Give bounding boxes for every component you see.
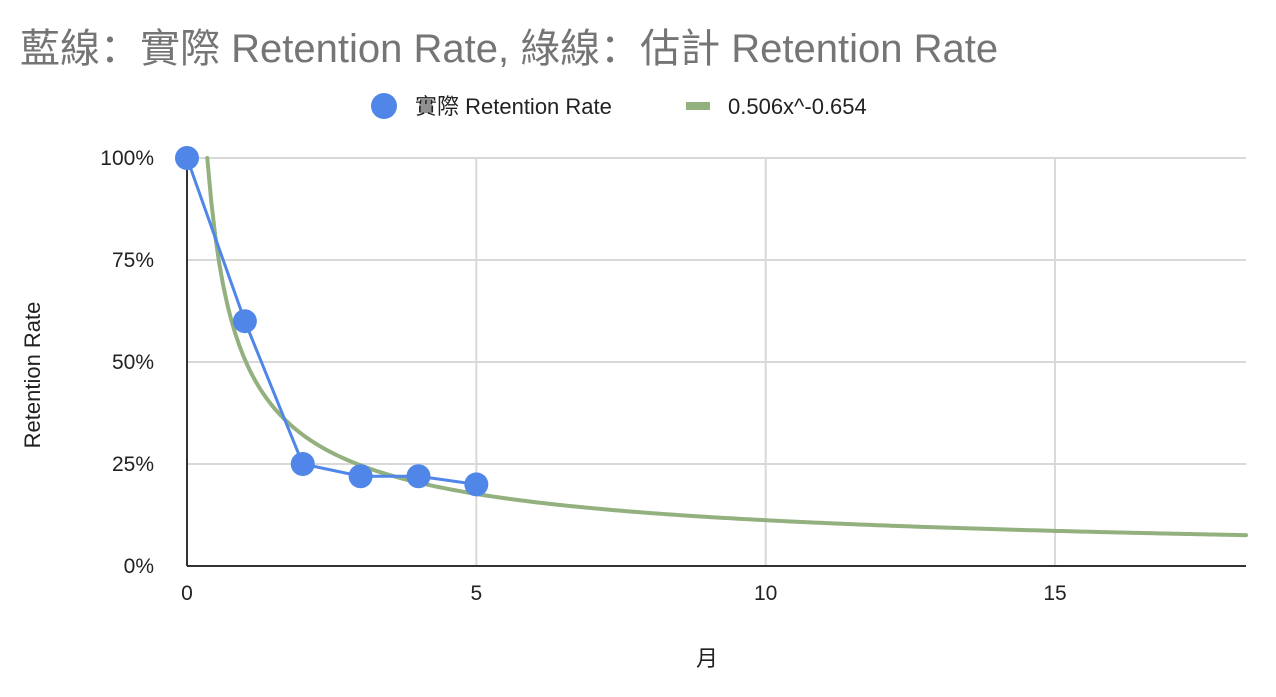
- trendline-curve: [205, 156, 1248, 538]
- legend: 實際 Retention Rate 0.506x^-0.654: [371, 93, 867, 119]
- y-tick-label-2: 50%: [112, 351, 154, 374]
- actual-point-4[interactable]: [406, 464, 431, 489]
- actual-point-1[interactable]: [232, 309, 257, 334]
- actual-point-5[interactable]: [464, 472, 489, 497]
- actual-point-2[interactable]: [290, 452, 315, 476]
- legend-item-trendline[interactable]: 0.506x^-0.654: [686, 94, 867, 119]
- legend-marker-actual: [371, 93, 397, 119]
- axes: [186, 158, 1246, 567]
- legend-item-actual[interactable]: 實際 Retention Rate: [371, 93, 612, 119]
- x-axis-title: 月: [696, 646, 718, 671]
- actual-series: [175, 146, 489, 497]
- chart-title: 藍線：實際 Retention Rate, 綠線：估計 Retention Ra…: [20, 27, 998, 71]
- x-tick-label-2: 10: [754, 582, 777, 605]
- x-axis-ticks: 0 5 10 15: [181, 582, 1067, 605]
- x-tick-label-3: 15: [1043, 582, 1066, 605]
- actual-point-3[interactable]: [348, 464, 373, 489]
- gridlines: [187, 157, 1246, 566]
- y-tick-label-0: 0%: [124, 555, 154, 578]
- y-tick-label-3: 75%: [112, 249, 154, 272]
- legend-label-trendline: 0.506x^-0.654: [728, 94, 867, 119]
- y-tick-label-1: 25%: [112, 453, 154, 476]
- legend-label-actual: 實際 Retention Rate: [415, 94, 612, 119]
- y-tick-label-4: 100%: [100, 147, 154, 170]
- y-axis-ticks: 0% 25% 50% 75% 100%: [100, 147, 154, 578]
- actual-point-0[interactable]: [175, 146, 199, 170]
- y-axis-title: Retention Rate: [20, 302, 45, 449]
- x-tick-label-1: 5: [471, 582, 483, 605]
- x-tick-label-0: 0: [181, 582, 193, 605]
- trendline-series: [205, 156, 1248, 538]
- legend-marker-trendline: [686, 102, 710, 110]
